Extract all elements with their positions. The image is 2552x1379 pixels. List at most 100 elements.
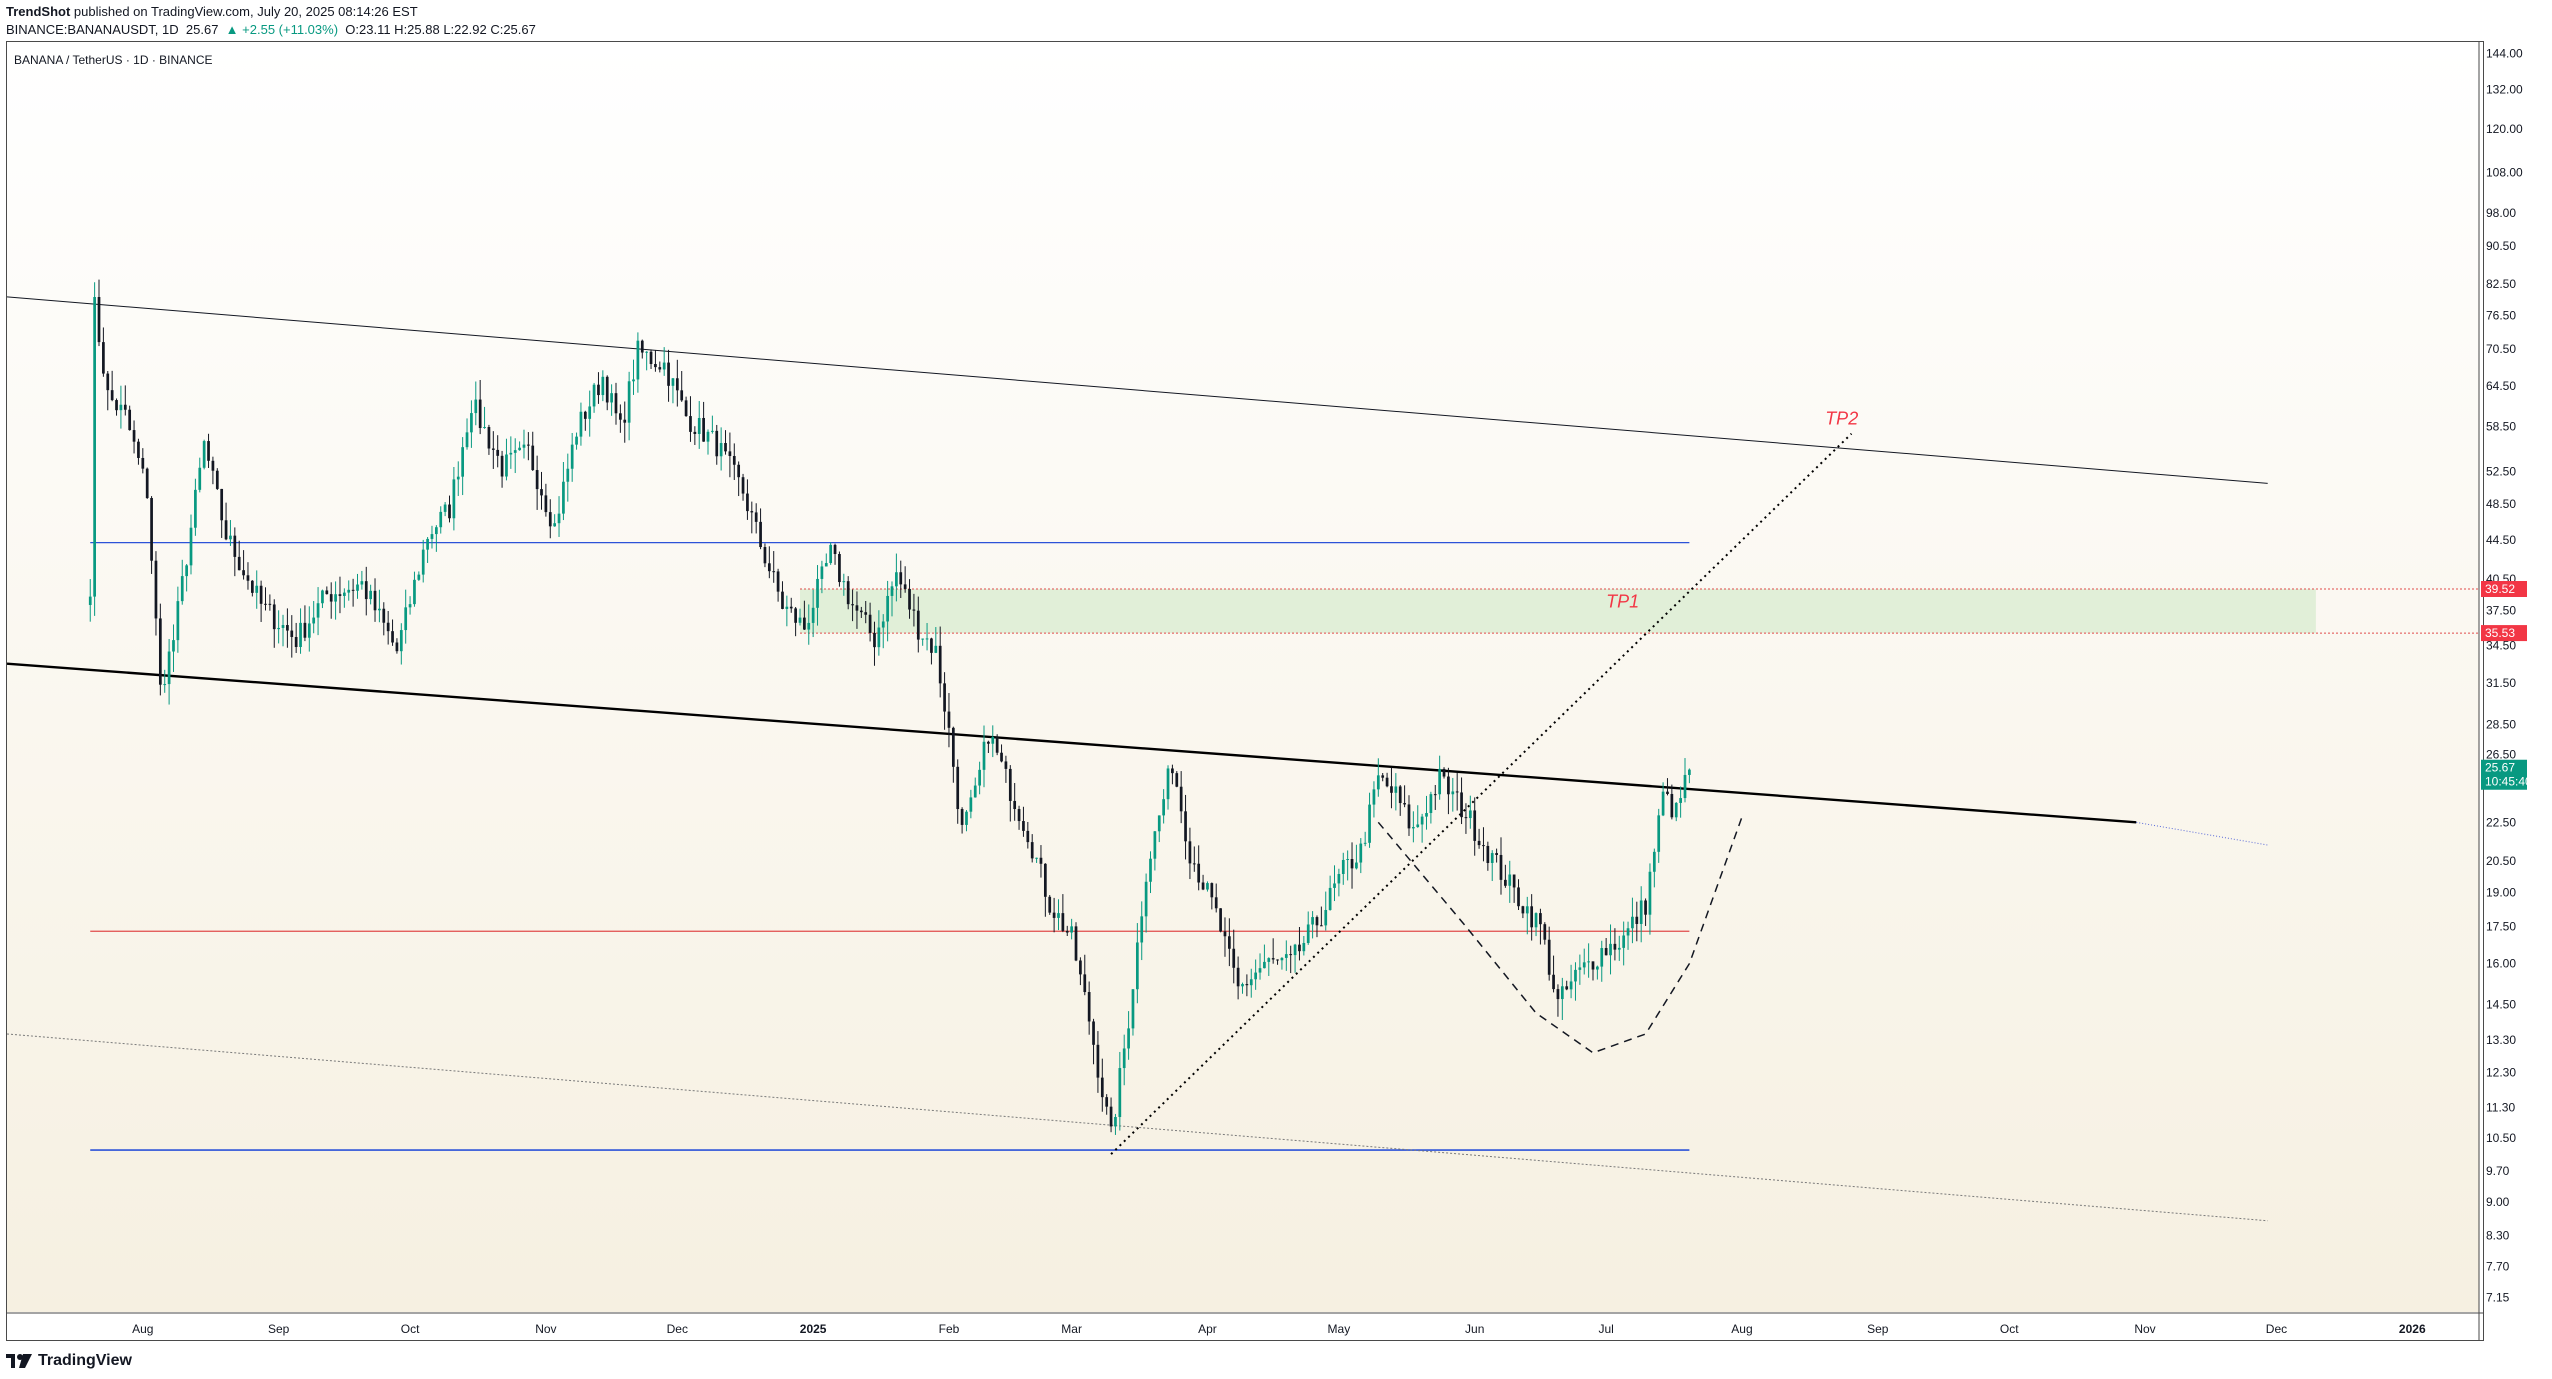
price-axis-tick: 108.00 bbox=[2486, 166, 2523, 180]
candle bbox=[855, 591, 859, 629]
candle-body bbox=[93, 297, 96, 597]
candle bbox=[544, 483, 548, 517]
candle-body bbox=[662, 362, 666, 370]
candle bbox=[1302, 935, 1306, 956]
candle-body bbox=[527, 444, 530, 446]
candle bbox=[654, 350, 657, 372]
candle bbox=[921, 638, 925, 646]
price-axis-tick: 31.50 bbox=[2486, 676, 2516, 690]
publish-info: published on TradingView.com, July 20, 2… bbox=[70, 4, 418, 19]
candle bbox=[535, 455, 539, 510]
candle bbox=[364, 566, 368, 616]
candle-body bbox=[1596, 966, 1599, 970]
candle bbox=[1245, 974, 1249, 997]
candle-body bbox=[132, 430, 136, 442]
candle-body bbox=[1249, 979, 1253, 986]
candle-body bbox=[1644, 900, 1647, 915]
candle-body bbox=[579, 411, 583, 437]
candle bbox=[194, 478, 197, 536]
candle bbox=[965, 810, 968, 832]
candle-body bbox=[1135, 942, 1139, 990]
price-axis-tick: 19.00 bbox=[2486, 885, 2516, 899]
candle bbox=[868, 602, 872, 642]
candle-body bbox=[807, 622, 811, 630]
price-axis-tick: 11.30 bbox=[2486, 1101, 2515, 1115]
candle bbox=[1688, 768, 1691, 784]
price-axis-tick: 120.00 bbox=[2486, 122, 2523, 136]
candle-body bbox=[1486, 845, 1490, 863]
candle bbox=[728, 432, 732, 478]
candle bbox=[531, 431, 535, 471]
candle bbox=[1504, 864, 1507, 888]
candle-body bbox=[215, 470, 219, 489]
candle bbox=[995, 734, 999, 756]
candle bbox=[1004, 755, 1008, 783]
candle bbox=[1271, 938, 1275, 964]
candle-body bbox=[1477, 840, 1481, 846]
candle bbox=[1385, 772, 1389, 788]
price-axis-tick: 9.00 bbox=[2486, 1195, 2510, 1209]
candle bbox=[399, 623, 403, 665]
price-axis-tick: 44.50 bbox=[2486, 533, 2516, 547]
candle-body bbox=[794, 608, 797, 623]
candle-body bbox=[1412, 827, 1415, 829]
candle-body bbox=[1201, 882, 1205, 890]
candle bbox=[1241, 982, 1244, 994]
candle bbox=[592, 382, 596, 413]
candle-body bbox=[1166, 768, 1170, 800]
cup-pattern-curve bbox=[1377, 816, 1743, 1054]
candle-body bbox=[1245, 984, 1249, 986]
candle bbox=[1232, 929, 1236, 984]
candle bbox=[820, 560, 824, 594]
candle bbox=[369, 584, 372, 605]
tradingview-footer[interactable]: TradingView bbox=[6, 1349, 132, 1373]
candle-body bbox=[562, 481, 565, 514]
candle bbox=[1096, 1031, 1100, 1093]
candle-body bbox=[737, 464, 741, 478]
candle bbox=[724, 430, 727, 455]
candle-body bbox=[119, 404, 123, 411]
publisher-name[interactable]: TrendShot bbox=[6, 4, 71, 19]
candle bbox=[1420, 813, 1424, 843]
candle bbox=[925, 622, 929, 651]
candle-body bbox=[421, 549, 425, 575]
candle bbox=[1591, 961, 1595, 981]
candle bbox=[452, 467, 456, 531]
price-badge-box bbox=[2481, 580, 2527, 597]
time-axis-tick: Feb bbox=[939, 1322, 960, 1336]
candle-body bbox=[413, 579, 416, 605]
candle-body bbox=[1017, 809, 1021, 822]
price-axis-tick: 7.15 bbox=[2486, 1290, 2510, 1304]
candle-body bbox=[1626, 928, 1630, 936]
candle bbox=[579, 402, 583, 446]
candle-body bbox=[1079, 960, 1082, 975]
candle-body bbox=[916, 610, 920, 640]
candle bbox=[816, 565, 819, 626]
candle-body bbox=[540, 489, 543, 496]
candle-body bbox=[851, 604, 854, 606]
candle bbox=[1674, 802, 1678, 822]
candle-body bbox=[1105, 1097, 1109, 1107]
candle-body bbox=[908, 588, 911, 610]
candle-body bbox=[1337, 873, 1341, 884]
candle bbox=[1407, 795, 1411, 836]
tp1-label: TP1 bbox=[1606, 591, 1639, 611]
tradingview-brand: TradingView bbox=[38, 1352, 132, 1369]
candle bbox=[1171, 764, 1174, 785]
candle-body bbox=[145, 468, 149, 499]
candle bbox=[1534, 912, 1538, 937]
candle bbox=[496, 435, 500, 468]
chart-pane[interactable] bbox=[6, 41, 2484, 1341]
candle bbox=[1166, 765, 1170, 810]
candle bbox=[1468, 795, 1472, 829]
candle-body bbox=[1241, 984, 1244, 987]
candle bbox=[1604, 938, 1608, 956]
candle-body bbox=[1609, 943, 1612, 956]
candle-body bbox=[1688, 769, 1691, 775]
candle bbox=[689, 396, 692, 442]
candle bbox=[605, 375, 609, 411]
candle bbox=[1609, 924, 1612, 975]
candle bbox=[500, 450, 504, 488]
candle bbox=[461, 437, 465, 496]
